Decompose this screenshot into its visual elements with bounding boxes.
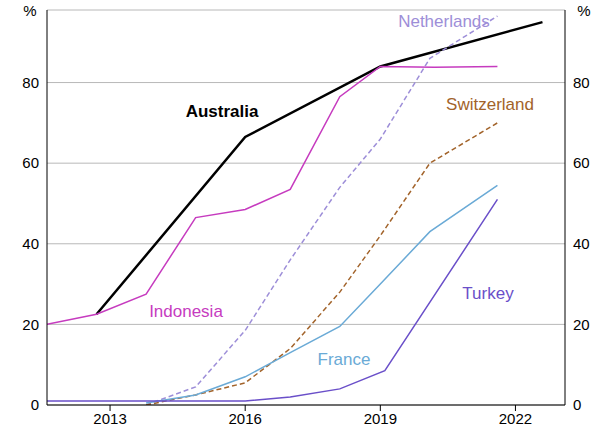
svg-text:80: 80 [573, 74, 590, 91]
html-text:Indonesia: Indonesia [149, 302, 223, 321]
svg-text:20: 20 [22, 316, 39, 333]
svg-text:60: 60 [573, 154, 590, 171]
svg-text:60: 60 [22, 154, 39, 171]
svg-text:0: 0 [31, 396, 39, 413]
html-text:Turkey: Turkey [462, 284, 514, 303]
svg-text:2022: 2022 [499, 410, 532, 427]
svg-text:0: 0 [573, 396, 581, 413]
html-text:Netherlands: Netherlands [398, 12, 490, 31]
svg-text:2019: 2019 [364, 410, 397, 427]
svg-text:2016: 2016 [229, 410, 262, 427]
html-text:Switzerland: Switzerland [446, 95, 534, 114]
svg-text:40: 40 [573, 235, 590, 252]
html-text:Australia: Australia [185, 102, 259, 121]
svg-text:20: 20 [573, 316, 590, 333]
svg-text:40: 40 [22, 235, 39, 252]
svg-text:2013: 2013 [93, 410, 126, 427]
svg-text:80: 80 [22, 74, 39, 91]
html-text:France: France [317, 350, 371, 369]
